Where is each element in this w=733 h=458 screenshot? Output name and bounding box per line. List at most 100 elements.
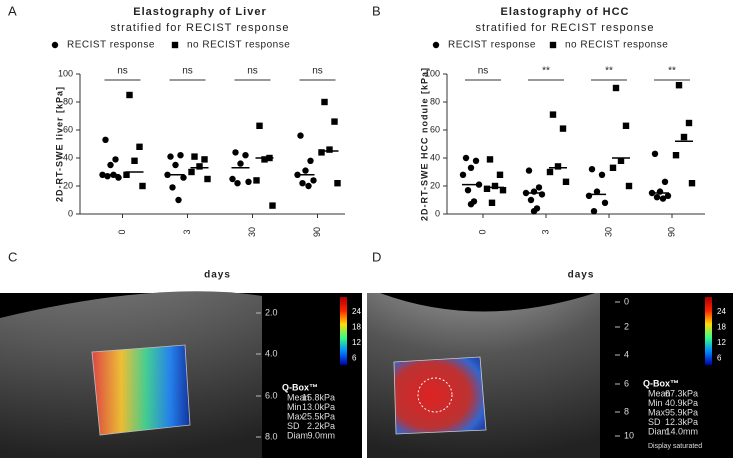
square xyxy=(625,182,633,190)
dot xyxy=(115,174,122,181)
y-tick-label: 80 xyxy=(430,96,440,106)
square xyxy=(554,163,562,170)
significance-label: ns xyxy=(478,66,489,77)
significance-label: ns xyxy=(312,66,323,77)
square xyxy=(136,143,143,150)
square xyxy=(483,185,491,192)
x-axis-label: days xyxy=(568,270,595,281)
elastography-box xyxy=(91,344,191,436)
qbox-title: Q-Box™ xyxy=(282,382,318,392)
square xyxy=(496,171,504,178)
significance-label: ns xyxy=(247,66,258,77)
dot xyxy=(229,175,236,183)
dot xyxy=(232,149,239,156)
qbox-value: 67.3kPa xyxy=(665,388,698,398)
colorbar-label: 18 xyxy=(717,323,726,332)
dot xyxy=(305,182,312,190)
dot xyxy=(112,156,119,163)
y-tick-label: 100 xyxy=(425,68,440,78)
square xyxy=(196,163,203,170)
significance-label: ns xyxy=(117,66,128,77)
depth-label: 4 xyxy=(624,349,629,359)
colorbar-label: 12 xyxy=(352,338,361,347)
panel-label: D xyxy=(372,249,381,264)
chart-subtitle: stratified for RECIST response xyxy=(111,22,290,34)
square xyxy=(672,152,680,159)
dot xyxy=(237,160,244,167)
dot xyxy=(659,195,667,202)
dot xyxy=(169,184,176,191)
square xyxy=(559,125,567,132)
colorbar xyxy=(340,297,347,365)
dot xyxy=(104,173,111,180)
depth-label: 8 xyxy=(624,406,629,416)
y-tick-label: 0 xyxy=(435,208,440,218)
legend-label: RECIST response xyxy=(67,40,155,51)
dot xyxy=(530,188,538,195)
qbox-key: Diam xyxy=(287,430,308,440)
chart-title: Elastography of HCC xyxy=(500,6,629,18)
x-tick-label: 0 xyxy=(117,229,127,234)
square xyxy=(499,187,507,194)
square xyxy=(612,84,620,92)
square xyxy=(486,156,494,163)
square xyxy=(546,168,554,176)
y-tick-label: 40 xyxy=(430,152,440,162)
dot xyxy=(525,167,533,174)
square xyxy=(171,41,179,49)
qbox-value: 12.3kPa xyxy=(665,417,698,427)
dot xyxy=(464,187,472,194)
dot xyxy=(653,194,661,201)
square xyxy=(331,118,338,125)
significance-label: ** xyxy=(542,66,550,77)
qbox-value: 14.0mm xyxy=(665,426,698,436)
panel-label: C xyxy=(8,249,17,264)
square xyxy=(321,98,328,106)
x-tick-label: 90 xyxy=(312,227,322,237)
dot xyxy=(593,188,601,195)
dot xyxy=(167,153,174,160)
legend-label: RECIST response xyxy=(448,40,536,51)
square xyxy=(131,157,138,164)
square xyxy=(123,171,130,178)
y-tick-label: 40 xyxy=(63,152,73,162)
dot xyxy=(107,161,114,169)
square xyxy=(685,119,693,127)
x-axis-label: days xyxy=(204,270,231,281)
square xyxy=(326,146,333,153)
dot xyxy=(651,150,659,157)
square xyxy=(256,122,263,129)
square xyxy=(609,164,617,171)
dot xyxy=(172,161,179,169)
square xyxy=(201,156,208,163)
qbox-key: Max xyxy=(648,407,666,417)
colorbar-label: 12 xyxy=(717,338,726,347)
dot xyxy=(297,132,304,139)
colorbar-label: 18 xyxy=(352,323,361,332)
y-tick-label: 60 xyxy=(63,124,73,134)
legend-label: no RECIST response xyxy=(187,40,290,51)
depth-label: 4.0 xyxy=(265,348,278,358)
significance-label: ** xyxy=(668,66,676,77)
square xyxy=(261,156,268,163)
y-tick-label: 100 xyxy=(58,68,73,78)
square xyxy=(334,180,341,187)
y-axis-label: 2D-RT-SWE HCC nodule [kPa] xyxy=(419,67,429,221)
y-tick-label: 20 xyxy=(430,180,440,190)
qbox-key: Max xyxy=(287,411,305,421)
y-axis-label: 2D-RT-SWE liver [kPa] xyxy=(54,86,64,202)
dot xyxy=(51,41,59,49)
elastography-box xyxy=(393,356,487,435)
dot xyxy=(180,174,187,181)
colorbar-label: 6 xyxy=(352,354,357,363)
dot xyxy=(175,196,182,204)
dot xyxy=(527,196,535,204)
x-tick-label: 0 xyxy=(477,229,487,234)
qbox-value: 9.0mm xyxy=(307,430,335,440)
dot xyxy=(656,188,664,195)
colorbar-label: 24 xyxy=(717,307,726,316)
depth-label: 0 xyxy=(624,296,629,306)
square xyxy=(617,157,625,164)
square xyxy=(318,149,325,156)
